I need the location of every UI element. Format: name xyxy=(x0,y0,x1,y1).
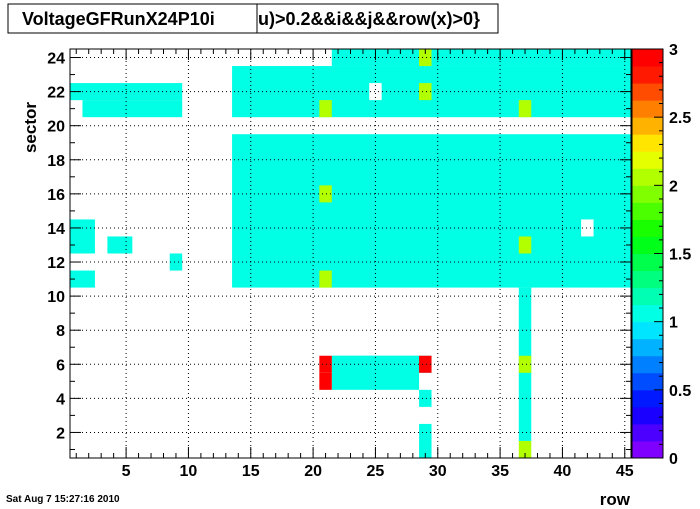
palette-swatch xyxy=(632,304,663,323)
color-palette xyxy=(631,48,664,459)
palette-swatch xyxy=(632,338,663,357)
palette-swatch xyxy=(632,202,663,220)
y-tick-label: 2 xyxy=(56,425,65,442)
z-tick-label: 3 xyxy=(669,42,678,59)
palette-swatch xyxy=(632,219,663,237)
cell-value-2 xyxy=(419,83,432,101)
y-tick-label: 4 xyxy=(56,391,65,408)
y-tick-label: 14 xyxy=(47,221,65,238)
palette-swatch xyxy=(632,372,663,391)
y-tick-label: 16 xyxy=(47,187,65,204)
z-tick-label: 0 xyxy=(669,451,678,468)
title-name-box xyxy=(7,3,258,34)
x-tick-label: 5 xyxy=(122,463,131,480)
cell-block-value-1 xyxy=(331,49,631,67)
palette-swatch xyxy=(632,134,663,152)
x-tick-label: 40 xyxy=(554,463,572,480)
palette-swatch xyxy=(632,253,663,272)
palette-swatch xyxy=(632,83,663,101)
palette-swatch xyxy=(632,117,663,135)
y-tick-label: 8 xyxy=(56,323,65,340)
z-axis-ticks: 0 0.5 1 1.5 2 2.5 3 xyxy=(654,42,691,468)
x-tick-label: 35 xyxy=(491,463,509,480)
palette-swatch xyxy=(632,440,663,459)
y-tick-label: 6 xyxy=(56,357,65,374)
cell-value-2 xyxy=(518,100,532,118)
palette-swatch xyxy=(632,270,663,289)
x-axis-ticks: 5 10 15 20 25 30 35 40 45 xyxy=(75,49,634,480)
z-tick-label: 2 xyxy=(669,178,678,195)
cell-value-3 xyxy=(419,355,432,373)
cell-block-value-1 xyxy=(169,253,183,271)
cell-block-value-1 xyxy=(70,219,95,254)
x-tick-label: 20 xyxy=(304,463,322,480)
x-tick-label: 15 xyxy=(242,463,260,480)
cell-value-2 xyxy=(319,270,332,288)
cell-value-2 xyxy=(319,100,332,118)
x-tick-label: 25 xyxy=(367,463,385,480)
palette-swatch xyxy=(632,151,663,169)
palette-swatch xyxy=(632,321,663,340)
cell-block-value-1 xyxy=(82,100,183,118)
palette-swatch xyxy=(632,236,663,254)
title-expression-box xyxy=(254,3,499,34)
grid-lines xyxy=(70,49,631,458)
y-tick-label: 12 xyxy=(47,255,65,272)
cell-value-2 xyxy=(518,440,532,458)
x-tick-label: 45 xyxy=(616,463,634,480)
cell-block-value-1 xyxy=(107,236,133,254)
z-tick-label: 1.5 xyxy=(669,247,691,264)
x-tick-label: 30 xyxy=(429,463,447,480)
palette-swatch xyxy=(632,287,663,306)
heatmap-cells xyxy=(70,49,632,458)
palette-swatch xyxy=(632,389,663,408)
z-tick-label: 1 xyxy=(669,315,678,332)
x-axis-title: row xyxy=(600,490,631,509)
y-tick-label: 18 xyxy=(47,153,65,170)
cell-value-2 xyxy=(419,49,432,67)
cell-block-value-1 xyxy=(331,355,420,390)
z-tick-label: 0.5 xyxy=(669,383,691,400)
palette-swatch xyxy=(632,355,663,374)
z-tick-label: 2.5 xyxy=(669,110,691,127)
cell-block-value-1 xyxy=(419,389,432,407)
cell-empty xyxy=(369,83,382,101)
cell-value-3 xyxy=(319,355,332,373)
palette-swatch xyxy=(632,406,663,425)
palette-swatch xyxy=(632,100,663,118)
cell-block-value-1 xyxy=(70,270,95,288)
palette-swatch xyxy=(632,423,663,442)
y-axis-title: sector xyxy=(21,102,40,153)
cell-block-value-1 xyxy=(232,134,632,288)
palette-swatch xyxy=(632,185,663,203)
title-name: VoltageGFRunX24P10i xyxy=(22,9,215,29)
cell-value-2 xyxy=(518,236,532,254)
y-tick-label: 24 xyxy=(47,51,65,68)
title-expression: u)>0.2&&i&&j&&row(x)>0} xyxy=(258,9,480,29)
cell-block-value-1 xyxy=(419,423,432,458)
cell-value-2 xyxy=(518,355,532,373)
palette-swatch xyxy=(632,168,663,186)
cell-value-2 xyxy=(319,185,332,203)
x-tick-label: 10 xyxy=(180,463,198,480)
y-tick-label: 10 xyxy=(47,289,65,306)
cell-value-3 xyxy=(319,372,332,390)
y-tick-label: 20 xyxy=(47,119,65,136)
cell-empty xyxy=(581,219,594,237)
palette-swatch xyxy=(632,66,663,84)
palette-swatch xyxy=(632,49,663,67)
timestamp: Sat Aug 7 15:27:16 2010 xyxy=(6,494,120,505)
y-tick-label: 22 xyxy=(47,85,65,102)
